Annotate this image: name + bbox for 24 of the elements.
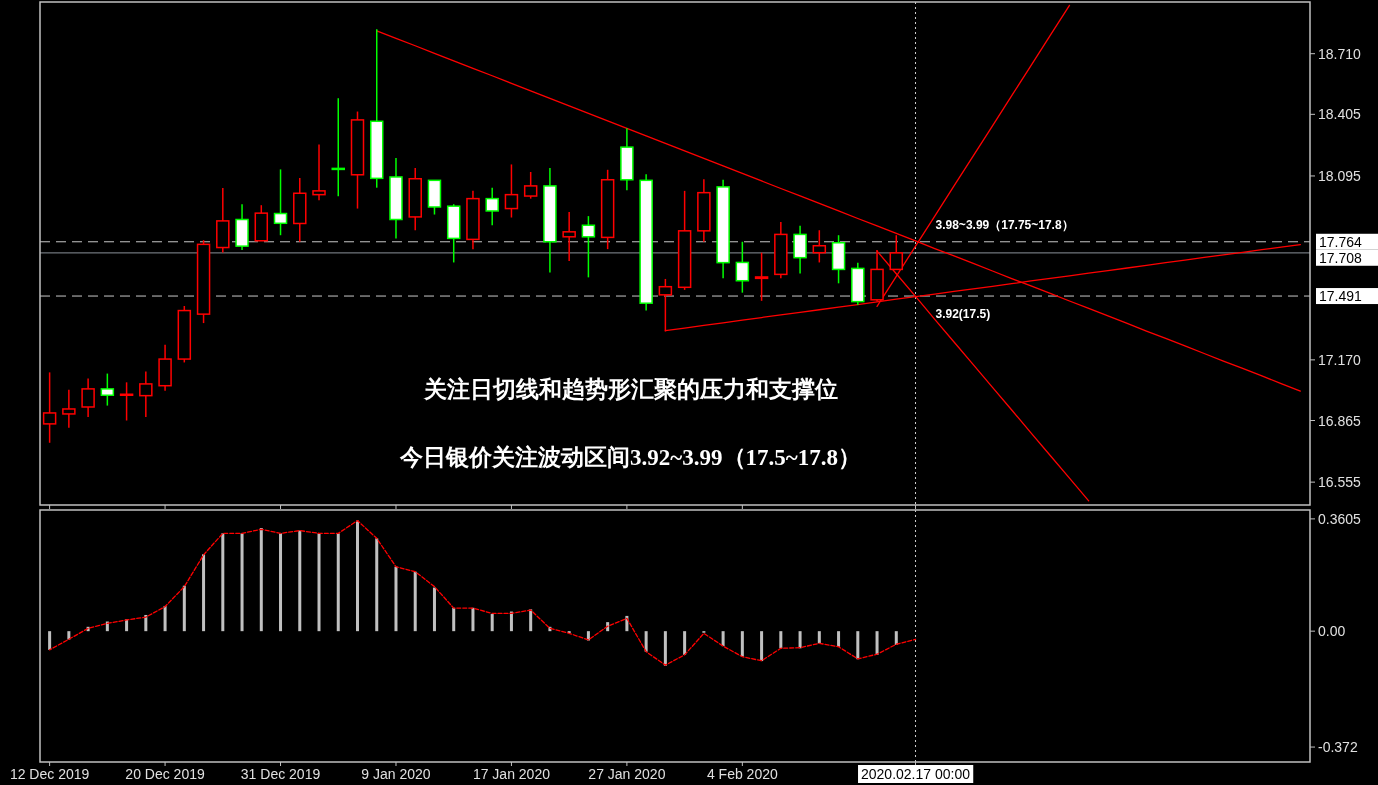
y-tick-label: 0.3605 (1318, 510, 1362, 527)
y-tick-label: 16.555 (1318, 474, 1362, 491)
annotation: 3.98~3.99（17.75~17.8） (935, 217, 1074, 232)
y-tick-label: 18.405 (1318, 106, 1362, 123)
x-tick-label: 31 Dec 2019 (240, 766, 321, 782)
y-tick-label: 0.00 (1318, 623, 1346, 640)
x-tick-label: 9 Jan 2020 (361, 766, 431, 782)
x-tick-label: 4 Feb 2020 (706, 766, 778, 782)
y-tick-label: 18.095 (1318, 167, 1362, 184)
x-tick-label: 17 Jan 2020 (472, 766, 551, 782)
annotation: 关注日切线和趋势形汇聚的压力和支撑位 (422, 375, 838, 402)
annotation: 3.92(17.5) (935, 307, 991, 322)
x-tick-label: 20 Dec 2019 (125, 766, 205, 782)
x-tick-label: 27 Jan 2020 (588, 766, 666, 782)
y-tick-label: 16.865 (1318, 412, 1362, 429)
annotation: 今日银价关注波动区间3.92~3.99（17.5~17.8） (399, 443, 862, 470)
y-tick-label: -0.372 (1318, 739, 1358, 756)
ref-line-label: 17.764 (1319, 233, 1363, 250)
y-tick-label: 18.710 (1318, 45, 1362, 62)
ref-line-label: 17.491 (1319, 288, 1363, 305)
x-tick-label: 2020.02.17 00:00 (861, 766, 971, 782)
ref-line-label: 17.708 (1319, 249, 1363, 266)
y-tick-label: 17.170 (1318, 351, 1362, 368)
x-tick-label: 12 Dec 2019 (9, 766, 90, 782)
